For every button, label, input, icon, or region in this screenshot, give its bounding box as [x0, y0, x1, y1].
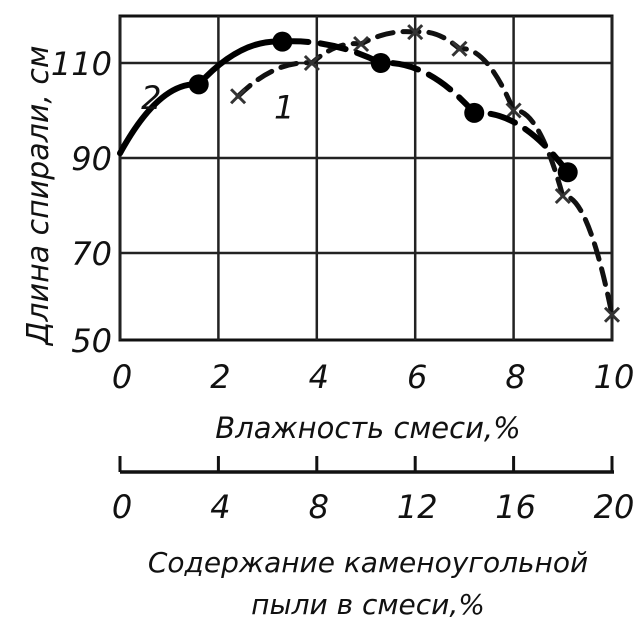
y-tick-label: 50	[71, 322, 112, 360]
cross-stroke	[407, 24, 424, 41]
secondary-x-axis: 0 4 8 12 16 20	[112, 456, 635, 526]
y-axis-label: Длина спирали, см	[21, 45, 56, 347]
series-label: 1	[274, 89, 294, 127]
series-label: 2	[141, 79, 161, 117]
y-axis-ticks: 50 70 90 110	[51, 45, 112, 360]
cross-stroke	[451, 40, 468, 57]
x2-tick-label: 20	[594, 488, 635, 526]
x2-tick-label: 16	[495, 488, 536, 526]
x2-tick-label: 4	[210, 488, 230, 526]
x-tick-label: 0	[112, 358, 132, 396]
dot-marker	[370, 53, 391, 73]
x-axis-label: Влажность смеси,%	[215, 411, 520, 445]
cross-marker	[303, 54, 320, 72]
cross-marker	[451, 40, 468, 57]
cross-stroke	[554, 187, 571, 205]
cross-marker	[353, 35, 370, 53]
y-tick-label: 90	[71, 140, 112, 178]
cross-stroke	[505, 102, 522, 119]
x2-tick-label: 8	[309, 488, 329, 526]
cross-marker	[505, 102, 522, 119]
dot-marker	[188, 74, 209, 95]
x2-tick-label: 0	[112, 488, 132, 526]
x-tick-label: 2	[210, 358, 230, 396]
x2-tick-label: 12	[397, 488, 438, 526]
x-tick-label: 4	[309, 358, 329, 396]
x-axis-ticks: 0 2 4 6 8 10	[112, 358, 635, 396]
series-2-line-dashed	[279, 38, 571, 176]
cross-stroke	[603, 306, 621, 323]
plot-frame	[118, 14, 614, 342]
cross-stroke	[230, 88, 247, 105]
cross-stroke	[353, 35, 370, 53]
data-series	[117, 24, 621, 323]
plot-grid	[118, 14, 614, 342]
y-tick-label: 110	[51, 45, 112, 83]
x-tick-label: 8	[505, 358, 525, 396]
x-tick-label: 10	[594, 358, 635, 396]
cross-marker	[603, 306, 621, 323]
x-tick-label: 6	[407, 358, 427, 396]
x2-axis-label-line2: пыли в смеси,%	[251, 588, 485, 621]
cross-marker	[230, 88, 247, 105]
cross-marker	[407, 24, 424, 41]
series-1-line	[235, 29, 615, 318]
cross-marker	[554, 187, 571, 205]
y-tick-label: 70	[71, 235, 112, 273]
dot-marker	[272, 31, 293, 52]
dot-marker	[464, 102, 485, 123]
dot-marker	[557, 162, 578, 183]
cross-stroke	[303, 54, 320, 72]
x2-axis-label-line1: Содержание каменоугольной	[148, 546, 588, 579]
